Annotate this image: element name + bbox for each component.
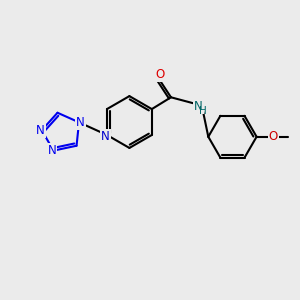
Text: N: N bbox=[101, 130, 110, 143]
Text: H: H bbox=[199, 106, 207, 116]
Text: N: N bbox=[36, 124, 45, 137]
Text: N: N bbox=[48, 144, 56, 157]
Text: N: N bbox=[76, 116, 85, 129]
Text: O: O bbox=[155, 68, 164, 81]
Text: O: O bbox=[269, 130, 278, 143]
Text: N: N bbox=[194, 100, 203, 113]
